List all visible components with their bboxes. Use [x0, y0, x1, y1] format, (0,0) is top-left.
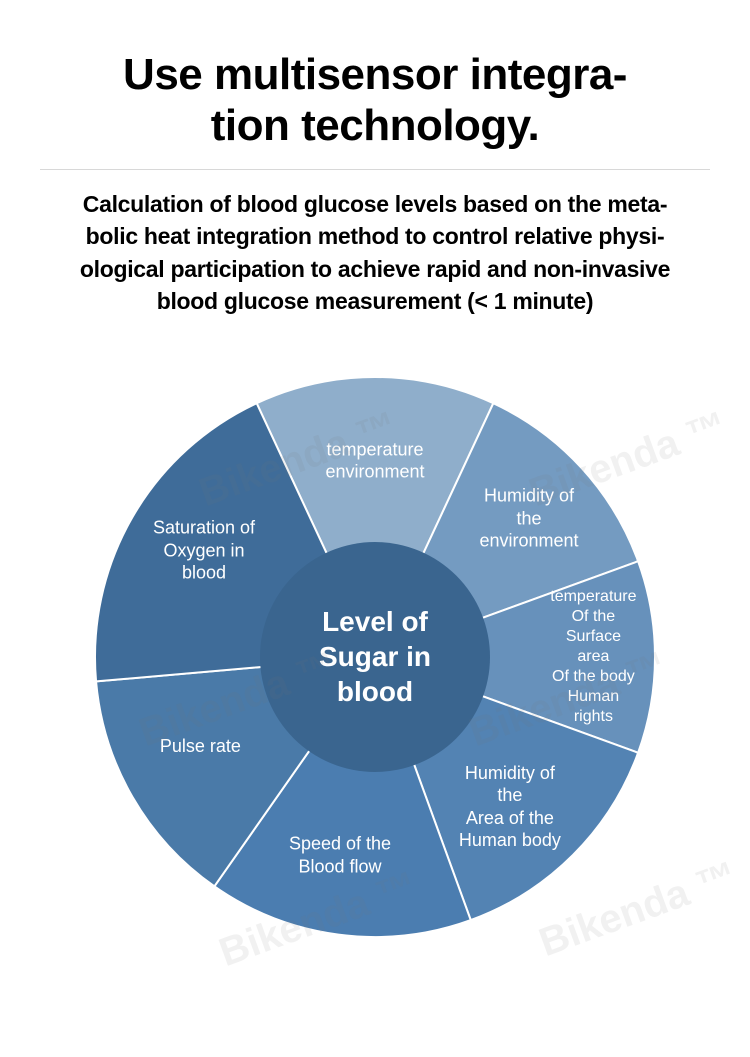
pie-center-circle: Level of Sugar in blood	[260, 542, 490, 772]
sensor-pie-chart: Level of Sugar in blood temperature envi…	[95, 377, 655, 937]
pie-center-label: Level of Sugar in blood	[319, 604, 431, 709]
page-subtitle: Calculation of blood glucose levels base…	[40, 188, 710, 317]
page-title: Use multisensor integra- tion technology…	[40, 50, 710, 170]
